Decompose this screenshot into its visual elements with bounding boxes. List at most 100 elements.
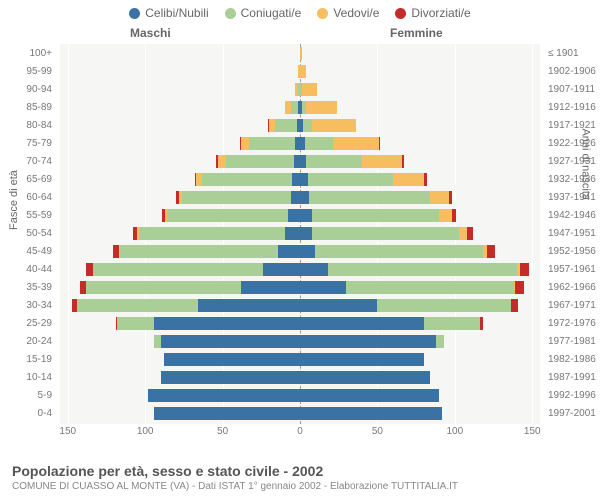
- birth-label: 1952-1956: [548, 243, 600, 261]
- segment: [263, 263, 300, 276]
- segment: [300, 317, 424, 330]
- legend-item: Vedovi/e: [317, 6, 379, 20]
- x-tick: 100: [137, 426, 154, 437]
- segment: [377, 299, 510, 312]
- bar-male: [268, 119, 301, 132]
- bar-male: [154, 335, 300, 348]
- legend-label: Divorziati/e: [411, 6, 470, 20]
- bar-female: [300, 83, 317, 96]
- legend-swatch: [225, 8, 236, 19]
- age-label: 95-99: [2, 63, 52, 81]
- legend-swatch: [395, 8, 406, 19]
- segment: [402, 155, 404, 168]
- plot-area: 100+≤ 190195-991902-190690-941907-191185…: [60, 44, 540, 424]
- segment: [300, 407, 442, 420]
- age-label: 20-24: [2, 333, 52, 351]
- segment: [328, 263, 517, 276]
- segment: [161, 371, 300, 384]
- segment: [308, 173, 393, 186]
- pyramid-row: 60-641937-1941: [60, 189, 540, 207]
- legend-item: Coniugati/e: [225, 6, 302, 20]
- x-tick: 100: [446, 426, 463, 437]
- pyramid-row: 65-691932-1936: [60, 171, 540, 189]
- pyramid-row: 35-391962-1966: [60, 279, 540, 297]
- segment: [300, 353, 424, 366]
- bar-male: [148, 389, 300, 402]
- birth-label: 1967-1971: [548, 297, 600, 315]
- bar-female: [300, 155, 404, 168]
- bar-male: [133, 227, 300, 240]
- birth-label: 1942-1946: [548, 207, 600, 225]
- segment: [300, 371, 430, 384]
- segment: [300, 245, 315, 258]
- age-label: 55-59: [2, 207, 52, 225]
- segment: [306, 155, 362, 168]
- segment: [241, 137, 249, 150]
- age-label: 80-84: [2, 117, 52, 135]
- pyramid-row: 95-991902-1906: [60, 63, 540, 81]
- birth-label: 1962-1966: [548, 279, 600, 297]
- segment: [439, 209, 451, 222]
- pyramid-row: 75-791922-1926: [60, 135, 540, 153]
- bar-female: [300, 209, 456, 222]
- population-pyramid: 100+≤ 190195-991902-190690-941907-191185…: [60, 44, 540, 444]
- legend-label: Celibi/Nubili: [145, 6, 208, 20]
- x-tick: 50: [217, 426, 228, 437]
- segment: [218, 155, 226, 168]
- segment: [148, 389, 300, 402]
- bar-male: [80, 281, 300, 294]
- segment: [315, 245, 482, 258]
- pyramid-row: 55-591942-1946: [60, 207, 540, 225]
- segment: [362, 155, 402, 168]
- age-label: 90-94: [2, 81, 52, 99]
- segment: [467, 227, 473, 240]
- bar-male: [216, 155, 300, 168]
- segment: [154, 407, 300, 420]
- bar-female: [300, 191, 452, 204]
- bar-male: [195, 173, 300, 186]
- legend: Celibi/Nubili Coniugati/e Vedovi/e Divorzia…: [0, 0, 600, 20]
- segment: [300, 227, 312, 240]
- age-label: 0-4: [2, 405, 52, 423]
- birth-label: 1997-2001: [548, 405, 600, 423]
- header-male: Maschi: [130, 26, 171, 40]
- segment: [275, 119, 297, 132]
- bar-male: [86, 263, 300, 276]
- x-tick: 0: [297, 426, 303, 437]
- bar-male: [116, 317, 300, 330]
- segment: [424, 173, 427, 186]
- birth-label: 1902-1906: [548, 63, 600, 81]
- segment: [346, 281, 513, 294]
- segment: [288, 209, 300, 222]
- segment: [424, 317, 480, 330]
- pyramid-row: 20-241977-1981: [60, 333, 540, 351]
- bar-female: [300, 317, 483, 330]
- segment: [93, 263, 263, 276]
- age-label: 5-9: [2, 387, 52, 405]
- age-label: 60-64: [2, 189, 52, 207]
- age-label: 15-19: [2, 351, 52, 369]
- segment: [117, 317, 154, 330]
- segment: [164, 353, 300, 366]
- segment: [333, 137, 379, 150]
- segment: [161, 335, 300, 348]
- birth-label: 1977-1981: [548, 333, 600, 351]
- bar-female: [300, 281, 524, 294]
- segment: [452, 209, 457, 222]
- legend-item: Celibi/Nubili: [129, 6, 208, 20]
- segment: [300, 389, 439, 402]
- bar-female: [300, 335, 444, 348]
- segment: [182, 191, 290, 204]
- age-label: 30-34: [2, 297, 52, 315]
- segment: [302, 83, 317, 96]
- bar-male: [154, 407, 300, 420]
- bar-female: [300, 65, 306, 78]
- segment: [300, 299, 377, 312]
- segment: [306, 101, 337, 114]
- segment: [292, 173, 300, 186]
- segment: [436, 335, 444, 348]
- legend-item: Divorziati/e: [395, 6, 470, 20]
- segment: [430, 191, 449, 204]
- segment: [167, 209, 288, 222]
- bar-female: [300, 299, 518, 312]
